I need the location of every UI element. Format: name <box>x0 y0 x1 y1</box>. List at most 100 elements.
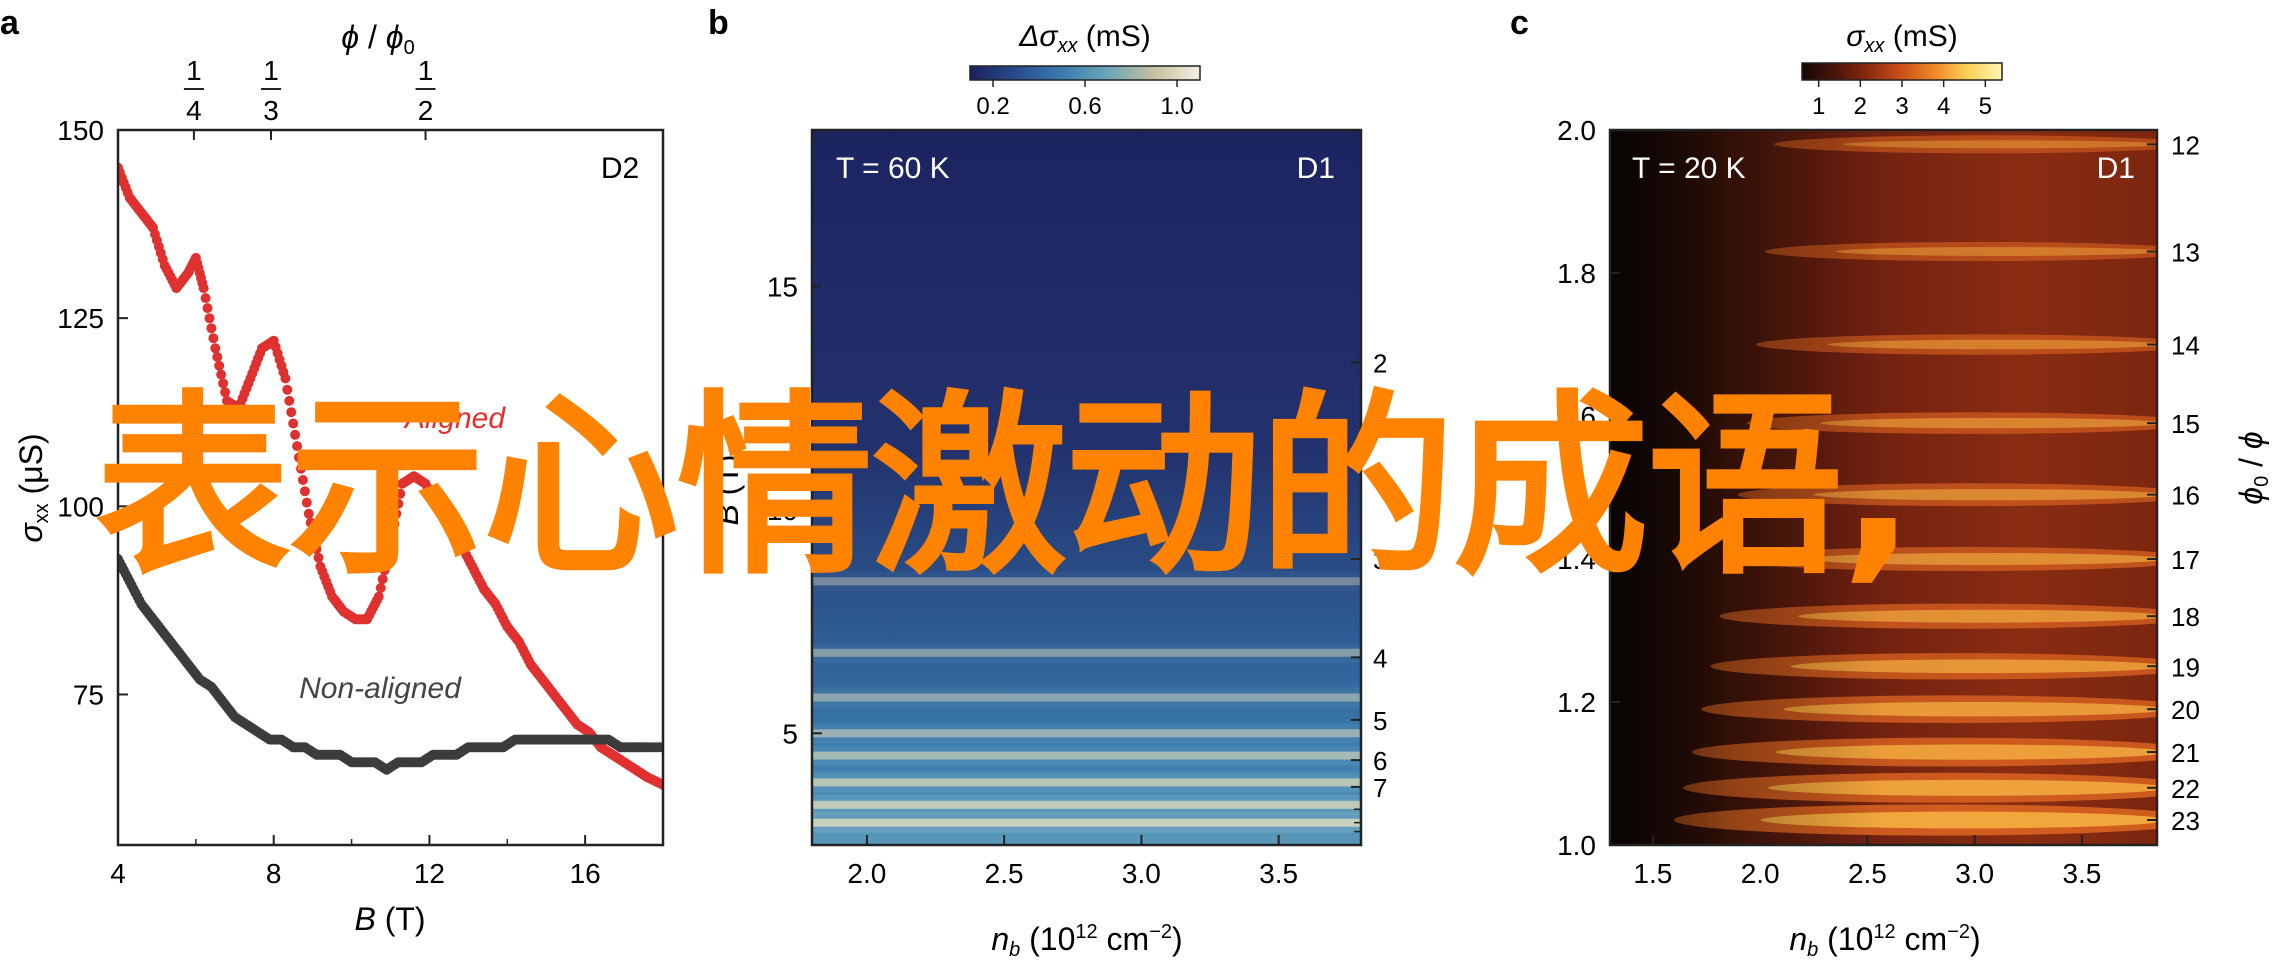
data-point-aligned <box>218 378 229 389</box>
data-point-aligned <box>198 283 209 294</box>
panel-c-temperature-label: T = 20 K <box>1632 152 1746 185</box>
fringe-band <box>812 751 1361 760</box>
data-point-aligned <box>290 429 301 440</box>
panel-label-b: b <box>708 4 729 42</box>
panel-b-colorbar <box>969 65 1201 81</box>
data-point-aligned <box>200 293 211 304</box>
panel-c-colorbar-ticks: 1 2 3 4 5 <box>1812 80 1992 120</box>
panel-label-c: c <box>1510 4 1529 42</box>
data-point-aligned <box>202 303 213 314</box>
top-tick-denominator: 4 <box>186 95 202 126</box>
data-point-aligned <box>387 528 398 539</box>
top-tick-numerator: 1 <box>418 55 434 86</box>
data-point-aligned <box>395 488 406 499</box>
x-tick-label: 3.0 <box>1955 858 1994 889</box>
right-tick-label: 3 <box>1373 545 1387 575</box>
right-tick-label: 15 <box>2171 409 2200 439</box>
fringe-band <box>812 778 1361 787</box>
fringe-band <box>812 577 1361 586</box>
right-tick-label: 21 <box>2171 738 2200 768</box>
data-point-aligned <box>286 407 297 418</box>
x-tick-label: 12 <box>414 858 445 889</box>
panel-b-device-label: D1 <box>1297 152 1335 185</box>
right-tick-label: 7 <box>1373 773 1387 803</box>
data-point-aligned <box>297 475 308 485</box>
right-tick-label: 22 <box>2171 774 2200 804</box>
fringe-glow <box>812 772 1361 793</box>
data-point-aligned <box>280 373 291 384</box>
data-point-aligned <box>216 369 227 380</box>
y-tick-label: 1.4 <box>1557 544 1596 575</box>
data-point-aligned <box>383 547 394 558</box>
right-tick-label: 2 <box>1373 348 1387 378</box>
data-point-aligned <box>313 552 324 563</box>
data-point-aligned <box>296 463 306 474</box>
data-point-aligned <box>208 333 219 344</box>
right-tick-label: 6 <box>1373 746 1387 776</box>
panel-b-colorbar-title: Δσxx (mS) <box>1018 20 1151 57</box>
data-point-aligned <box>212 352 223 362</box>
top-tick-denominator: 3 <box>263 95 279 126</box>
colorbar-tick-label: 1 <box>1812 93 1825 120</box>
data-point-aligned <box>282 384 293 395</box>
right-tick-label: 4 <box>1373 643 1387 673</box>
panel-c-left-fade <box>1610 130 2157 845</box>
right-tick-label: 14 <box>2171 331 2200 361</box>
fringe-glow <box>812 687 1361 708</box>
panel-b-xticks: 2.0 2.5 3.0 3.5 <box>847 835 1298 889</box>
panel-c: 1.5 2.0 2.5 3.0 3.5 1.01.21.41.61.82.0 12131… <box>1557 20 2273 961</box>
panel-c-device-label: D1 <box>2097 152 2135 185</box>
data-point-aligned <box>309 535 320 546</box>
panel-b-temperature-label: T = 60 K <box>836 152 950 185</box>
colorbar-tick-label: 1.0 <box>1160 93 1193 120</box>
x-tick-label: 4 <box>110 858 126 889</box>
data-point-aligned <box>307 526 318 537</box>
x-tick-label: 2.5 <box>985 858 1024 889</box>
data-point-aligned <box>299 486 310 497</box>
panel-b-ylabel: B (T) <box>709 454 745 525</box>
panel-c-yticks: 1.0 1.2 1.4 1.6 1.8 2.0 <box>1557 115 1620 861</box>
data-point-aligned <box>214 360 225 371</box>
panel-a-series <box>118 162 663 790</box>
panel-b-yticks: 5 10 15 <box>767 271 822 749</box>
fringe-band <box>812 693 1361 702</box>
panel-b-xlabel: nb (1012 cm−2) <box>991 921 1182 961</box>
data-point-aligned <box>311 544 322 554</box>
panel-c-colorbar <box>1801 62 2003 81</box>
data-point-aligned <box>389 518 400 529</box>
data-point-aligned <box>391 508 402 519</box>
panel-c-xticks: 1.5 2.0 2.5 3.0 3.5 <box>1633 835 2101 889</box>
data-point-aligned <box>375 582 386 593</box>
right-tick-label: 20 <box>2171 695 2200 725</box>
x-tick-label: 8 <box>266 858 282 889</box>
panel-b-right-ticks: 2 3 4 5 67 <box>1351 348 1387 833</box>
right-tick-label: 18 <box>2171 602 2200 632</box>
data-point-aligned <box>377 574 388 585</box>
data-point-aligned <box>294 452 304 463</box>
panel-a-xticks: 4 8 12 16 <box>110 835 601 889</box>
x-tick-label: 2.0 <box>847 858 886 889</box>
panel-c-frame <box>1608 128 2159 847</box>
fringe-glow <box>812 723 1361 744</box>
data-point-aligned <box>373 591 384 602</box>
panel-c-xlabel: nb (1012 cm−2) <box>1789 921 1980 961</box>
panel-b: 2.0 2.5 3.0 3.5 5 10 15 2 3 4 5 67 T = 60 K D1 0.… <box>709 20 1387 961</box>
panel-b-frame <box>810 128 1363 847</box>
x-tick-label: 3.5 <box>1259 858 1298 889</box>
colorbar-tick-label: 3 <box>1895 93 1908 120</box>
panel-a-ylabel: σxx (μS) <box>13 433 53 542</box>
panel-a-top-ticks: 1 4 1 3 1 2 <box>183 55 436 140</box>
top-tick-numerator: 1 <box>263 55 279 86</box>
annotation-aligned: Aligned <box>403 402 506 435</box>
fringe-band <box>812 800 1361 809</box>
panel-a-top-axis-label: ϕ / ϕ0 <box>341 19 414 59</box>
x-tick-label: 1.5 <box>1633 858 1672 889</box>
panel-b-heatmap <box>812 130 1361 845</box>
data-point-aligned <box>381 556 392 567</box>
panel-label-a: a <box>0 4 20 42</box>
fringe-glow <box>812 571 1361 592</box>
y-tick-label: 100 <box>57 491 104 522</box>
data-point-aligned <box>206 323 217 334</box>
right-tick-label: 13 <box>2171 238 2200 268</box>
